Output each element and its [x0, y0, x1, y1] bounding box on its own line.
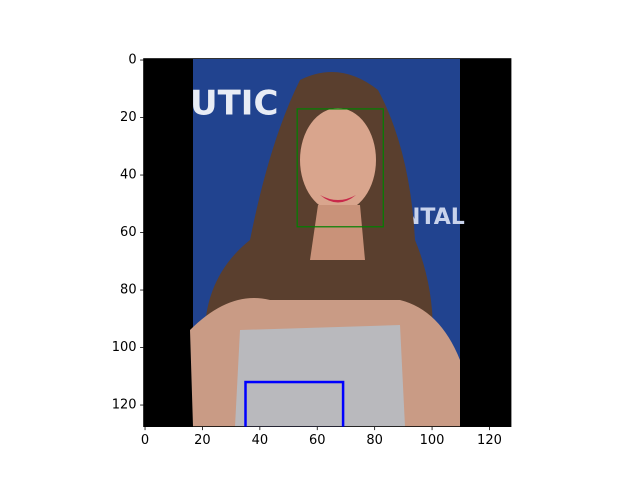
bounding-box	[296, 108, 384, 228]
x-tick-label: 0	[141, 433, 149, 448]
axes-frame	[143, 58, 512, 427]
dress	[235, 325, 405, 427]
photo-text: UTIC	[190, 84, 278, 124]
y-tick-label: 40	[120, 168, 137, 183]
image: UTIC NTAL	[143, 58, 511, 427]
y-tick-label: 0	[128, 53, 136, 68]
x-tick-label: 20	[194, 433, 211, 448]
y-tick-label: 60	[120, 225, 137, 240]
y-tick-label: 20	[120, 110, 137, 125]
y-tick-label: 100	[112, 340, 137, 355]
x-tick-label: 100	[420, 433, 445, 448]
lips	[320, 195, 356, 203]
neck	[310, 205, 365, 260]
y-tick-label: 120	[112, 398, 137, 413]
y-tick-label: 80	[120, 283, 137, 298]
x-tick-label: 80	[366, 433, 383, 448]
face	[300, 108, 376, 212]
bounding-box	[244, 380, 345, 427]
x-tick-label: 60	[309, 433, 326, 448]
x-tick-label: 120	[477, 433, 502, 448]
x-tick-label: 40	[252, 433, 269, 448]
